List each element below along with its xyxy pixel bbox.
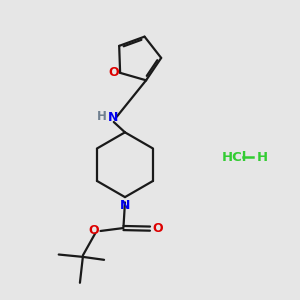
- Text: HCl: HCl: [222, 151, 248, 164]
- Text: O: O: [88, 224, 99, 237]
- Text: O: O: [152, 222, 163, 235]
- Text: H: H: [97, 110, 107, 123]
- Text: O: O: [108, 66, 119, 80]
- Text: N: N: [107, 111, 118, 124]
- Text: N: N: [120, 200, 130, 212]
- Text: H: H: [257, 151, 268, 164]
